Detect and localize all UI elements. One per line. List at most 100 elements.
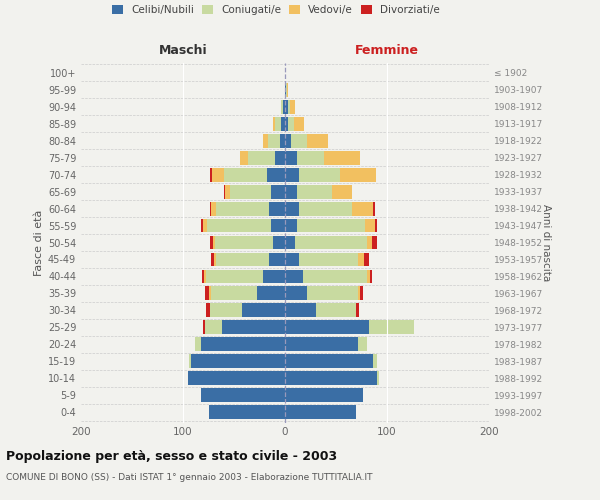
Bar — [209, 406, 285, 419]
Bar — [352, 202, 373, 215]
Bar — [273, 116, 275, 130]
Bar — [202, 270, 205, 283]
Bar — [285, 134, 291, 147]
Text: Anni di nascita: Anni di nascita — [541, 204, 551, 281]
Bar — [263, 134, 268, 147]
Bar — [222, 320, 285, 334]
Bar — [280, 134, 285, 147]
Text: Maschi: Maschi — [158, 44, 208, 58]
Bar — [365, 218, 375, 232]
Bar — [285, 354, 373, 368]
Bar — [297, 150, 324, 164]
Bar — [268, 134, 280, 147]
Bar — [209, 286, 211, 300]
Bar — [189, 354, 191, 368]
Bar — [206, 304, 209, 318]
Bar — [257, 286, 285, 300]
Bar — [266, 168, 285, 181]
Bar — [285, 236, 295, 250]
Text: COMUNE DI BONO (SS) - Dati ISTAT 1° gennaio 2003 - Elaborazione TUTTITALIA.IT: COMUNE DI BONO (SS) - Dati ISTAT 1° genn… — [6, 472, 373, 482]
Text: Popolazione per età, sesso e stato civile - 2003: Popolazione per età, sesso e stato civil… — [6, 450, 337, 463]
Bar — [273, 236, 285, 250]
Bar — [285, 252, 299, 266]
Bar — [215, 202, 269, 215]
Bar — [285, 218, 297, 232]
Bar — [202, 388, 285, 402]
Bar — [240, 150, 248, 164]
Bar — [316, 304, 356, 318]
Bar — [285, 82, 286, 96]
Bar — [242, 304, 285, 318]
Bar — [285, 270, 304, 283]
Bar — [373, 354, 377, 368]
Bar — [191, 354, 285, 368]
Bar — [285, 388, 362, 402]
Y-axis label: Fasce di età: Fasce di età — [34, 210, 44, 276]
Bar — [370, 270, 372, 283]
Bar — [281, 116, 285, 130]
Bar — [295, 236, 367, 250]
Bar — [307, 134, 328, 147]
Bar — [188, 372, 285, 386]
Bar — [230, 184, 271, 198]
Bar — [288, 100, 290, 114]
Bar — [285, 406, 356, 419]
Bar — [215, 252, 269, 266]
Bar — [212, 236, 215, 250]
Bar — [209, 236, 212, 250]
Bar — [202, 218, 203, 232]
Bar — [224, 168, 266, 181]
Bar — [377, 372, 379, 386]
Bar — [299, 252, 358, 266]
Bar — [269, 252, 285, 266]
Bar — [285, 338, 358, 351]
Bar — [299, 202, 352, 215]
Bar — [307, 286, 358, 300]
Bar — [203, 320, 205, 334]
Bar — [202, 338, 285, 351]
Bar — [225, 184, 230, 198]
Bar — [287, 82, 288, 96]
Bar — [271, 218, 285, 232]
Bar — [285, 184, 297, 198]
Bar — [297, 184, 332, 198]
Bar — [285, 304, 316, 318]
Bar — [275, 150, 285, 164]
Bar — [367, 270, 370, 283]
Bar — [209, 168, 212, 181]
Bar — [367, 236, 372, 250]
Bar — [297, 218, 365, 232]
Bar — [373, 202, 375, 215]
Bar — [195, 338, 202, 351]
Bar — [205, 320, 222, 334]
Bar — [364, 252, 368, 266]
Bar — [286, 82, 287, 96]
Bar — [271, 184, 285, 198]
Bar — [248, 150, 275, 164]
Bar — [285, 116, 288, 130]
Bar — [211, 286, 257, 300]
Bar — [285, 372, 377, 386]
Bar — [212, 168, 224, 181]
Bar — [356, 304, 359, 318]
Bar — [269, 202, 285, 215]
Bar — [332, 184, 352, 198]
Bar — [285, 202, 299, 215]
Bar — [211, 202, 215, 215]
Bar — [205, 270, 206, 283]
Bar — [263, 270, 285, 283]
Bar — [368, 320, 413, 334]
Bar — [290, 100, 295, 114]
Bar — [340, 168, 376, 181]
Bar — [203, 218, 208, 232]
Bar — [291, 134, 307, 147]
Bar — [375, 218, 377, 232]
Text: Femmine: Femmine — [355, 44, 419, 58]
Bar — [208, 218, 271, 232]
Bar — [281, 100, 283, 114]
Bar — [211, 252, 214, 266]
Bar — [206, 270, 263, 283]
Bar — [361, 286, 362, 300]
Bar — [358, 338, 367, 351]
Bar — [372, 236, 377, 250]
